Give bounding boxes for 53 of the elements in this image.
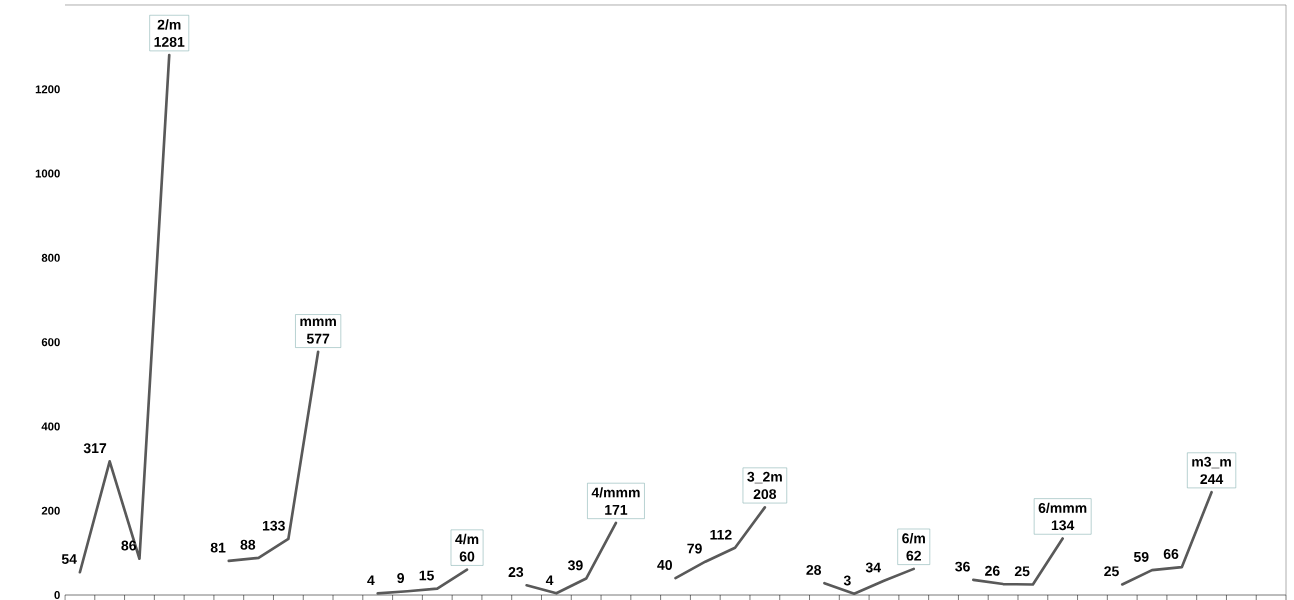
line-series xyxy=(674,506,767,580)
line-series xyxy=(227,350,320,563)
y-tick-label: 1000 xyxy=(35,169,60,178)
data-label: 26 xyxy=(985,565,1000,576)
data-label: 4 xyxy=(367,575,375,586)
data-label: 59 xyxy=(1133,551,1149,562)
data-label: 39 xyxy=(567,560,583,571)
text: 6/mmm xyxy=(1038,502,1087,514)
data-label: 3 xyxy=(843,575,851,586)
y-tick-label: 200 xyxy=(41,506,60,515)
data-label: 112 xyxy=(710,529,732,540)
series-label: 4/m xyxy=(455,533,479,545)
line-series xyxy=(971,537,1064,586)
data-label: 62 xyxy=(906,550,921,561)
data-label: 36 xyxy=(955,561,970,572)
data-label: 1281 xyxy=(154,36,185,47)
data-label: 9 xyxy=(397,573,405,583)
data-label: 244 xyxy=(1200,474,1224,484)
text: m3_m xyxy=(1192,456,1231,469)
line-series xyxy=(376,568,469,595)
data-label: 23 xyxy=(508,567,524,578)
data-label: 81 xyxy=(210,542,226,553)
data-label: 66 xyxy=(1163,549,1179,559)
data-label: 317 xyxy=(83,443,107,454)
series-label: 2/m xyxy=(157,19,181,30)
data-label: 40 xyxy=(657,559,672,570)
text: mmm xyxy=(300,318,336,327)
data-label: 34 xyxy=(865,562,881,573)
data-label: 25 xyxy=(1014,566,1030,577)
data-label: 208 xyxy=(753,489,777,500)
line-series xyxy=(78,53,171,574)
y-tick-label: 800 xyxy=(41,253,60,262)
y-tick-label: 0 xyxy=(54,591,60,600)
y-tick-label: 600 xyxy=(41,338,60,347)
data-label: 4 xyxy=(545,575,554,586)
data-label: 88 xyxy=(240,539,256,550)
series-label: 6/m xyxy=(902,532,925,544)
y-tick-label: 400 xyxy=(41,422,60,431)
data-label: 25 xyxy=(1104,566,1119,577)
line-series xyxy=(525,521,618,595)
y-tick-label: 1200 xyxy=(35,85,60,94)
data-label: 28 xyxy=(806,565,822,575)
data-label: 60 xyxy=(459,551,475,562)
data-label: 171 xyxy=(605,505,628,515)
data-label: 79 xyxy=(687,543,702,554)
line-series xyxy=(1120,490,1213,586)
text: 3_2m xyxy=(747,471,782,484)
text: 4/mmm xyxy=(591,487,640,498)
data-label: 15 xyxy=(419,570,434,581)
data-label: 54 xyxy=(61,554,77,564)
data-label: 133 xyxy=(262,520,285,531)
data-label: 134 xyxy=(1051,520,1075,531)
data-label: 577 xyxy=(306,333,330,344)
